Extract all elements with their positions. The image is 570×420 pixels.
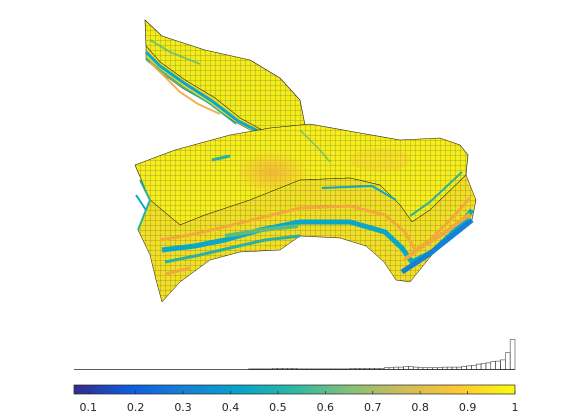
colorbar-tick-label: 0.1 — [79, 401, 97, 414]
colorbar-tick-label: 1 — [511, 401, 519, 414]
colorbar-tick-label: 0.4 — [221, 401, 240, 414]
histogram — [248, 339, 516, 370]
colorbar-tick-label: 0.7 — [363, 401, 382, 414]
histogram-bar — [485, 362, 492, 370]
colorbar-tick-label: 0.9 — [458, 401, 477, 414]
colorbar-ticks — [87, 391, 516, 394]
histogram-bar — [495, 360, 501, 370]
colorbar-tick-label: 0.5 — [269, 401, 287, 414]
histogram-bar — [471, 365, 477, 370]
colorbar-tick-label: 0.8 — [411, 401, 429, 414]
histogram-bar — [509, 339, 516, 370]
histogram-bar — [475, 363, 482, 370]
reservoir-model — [134, 19, 477, 303]
histogram-bar — [466, 365, 472, 370]
colorbar — [73, 384, 516, 395]
histogram-bar — [461, 366, 467, 370]
colorbar-tick-label: 0.3 — [174, 401, 192, 414]
colorbar-tick-label: 0.2 — [126, 401, 145, 414]
histogram-bar — [403, 366, 409, 370]
histogram-bar — [490, 361, 496, 370]
histogram-bar — [500, 359, 506, 370]
histogram-bar — [505, 352, 511, 370]
histogram-bar — [408, 366, 414, 370]
histogram-bar — [480, 363, 487, 370]
colorbar-tick-label: 0.6 — [316, 401, 335, 414]
